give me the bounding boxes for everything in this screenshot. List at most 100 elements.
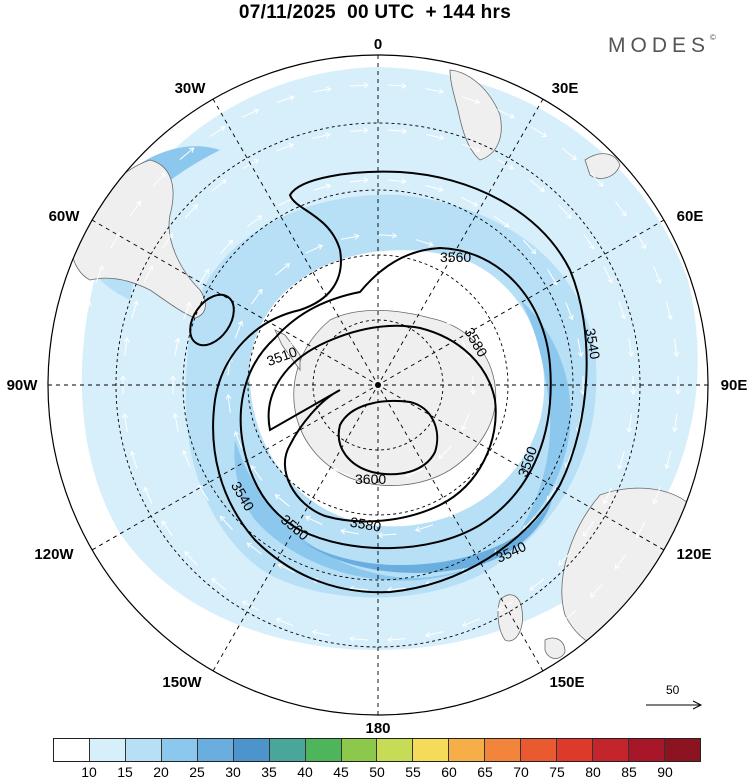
wind-arrow [172, 412, 179, 432]
wind-arrow [184, 204, 198, 219]
wind-arrow [438, 445, 452, 460]
contour-label: 3540 [582, 327, 603, 361]
colorbar-bin [233, 739, 270, 761]
wind-arrow [184, 551, 198, 566]
wind-arrow [179, 147, 195, 160]
colorbar-tick-label: 65 [477, 764, 493, 780]
lon-label-120w: 120W [34, 546, 74, 563]
wind-arrow [387, 83, 407, 89]
colorbar-bin [485, 739, 522, 761]
wind-arrow [589, 583, 604, 598]
colorbar-tick-label: 60 [441, 764, 457, 780]
lon-label-150w: 150W [162, 674, 202, 691]
wind-arrow [618, 301, 627, 320]
wind-arrow [183, 301, 192, 320]
wind-arrow [387, 178, 407, 185]
wind-arrow [94, 486, 103, 504]
colorbar-tick-label: 10 [81, 764, 97, 780]
wind-arrow [496, 652, 515, 662]
wind-arrow [312, 675, 331, 682]
lon-label-30w: 30W [175, 80, 207, 97]
wind-arrow [461, 197, 479, 207]
wind-arrow [565, 302, 574, 321]
wind-arrow [276, 142, 295, 152]
wind-arrow [303, 445, 318, 459]
wind-arrow [617, 451, 625, 470]
geopotential-contours [189, 170, 588, 594]
wind-arrow [84, 300, 92, 320]
colorbar-bin [341, 739, 378, 761]
reference-vector-label: 50 [666, 683, 680, 697]
wind-arrow [424, 677, 444, 684]
tasmania [544, 637, 566, 659]
wind-arrow [672, 413, 678, 433]
wind-arrow [241, 651, 259, 661]
wind-arrow [558, 204, 572, 219]
map-area [71, 67, 702, 688]
wind-arrow [636, 232, 646, 250]
wind-arrow [461, 412, 470, 431]
africa [449, 69, 502, 161]
colorbar-tick-label: 20 [153, 764, 169, 780]
wind-arrow [129, 450, 138, 469]
contour-label: 3510 [264, 343, 299, 369]
wind-arrow [603, 266, 613, 284]
colorbar-bin [664, 739, 700, 761]
wind-arrow [653, 266, 662, 284]
wind-arrow [590, 172, 604, 187]
colorbar-tick-label: 30 [225, 764, 241, 780]
wind-arrow [179, 609, 195, 623]
colorbar-bin [413, 739, 450, 761]
wind-arrow [241, 108, 260, 118]
wind-arrow [312, 86, 332, 93]
wind-arrow [305, 515, 323, 526]
reference-vector-arrow [646, 700, 703, 710]
wind-arrow [462, 143, 481, 153]
wind-arrow [425, 631, 444, 638]
wind-arrow [504, 304, 515, 322]
colorbar-bin [161, 739, 198, 761]
wind-arrow [250, 288, 263, 305]
wind-arrow [349, 681, 369, 687]
lon-label-30e: 30E [552, 80, 579, 97]
colorbar-tick-label: 15 [117, 764, 133, 780]
wind-arrow [405, 468, 423, 478]
lon-label-150e: 150E [549, 674, 584, 691]
colorbar-tick-label: 35 [261, 764, 277, 780]
wind-arrow [152, 172, 167, 187]
wind-arrow [388, 128, 407, 135]
wind-arrow [305, 244, 324, 254]
wind-arrow [246, 542, 262, 555]
longitude-labels: 0 180 90W 90E 30W 30E 60W 60E 120W 120E … [7, 36, 748, 737]
wind-arrow [234, 320, 244, 339]
lon-label-90w: 90W [7, 377, 39, 394]
wind-arrow [250, 465, 263, 481]
wind-arrow [143, 265, 154, 283]
wind-arrow [386, 681, 406, 688]
wind-arrow [208, 632, 226, 644]
new-zealand [497, 594, 523, 642]
contour-3600 [337, 399, 439, 476]
colorbar-bin [629, 739, 665, 761]
wind-arrow [425, 88, 444, 95]
wind-arrow [285, 412, 295, 430]
wind-arrow [332, 468, 351, 477]
wind-arrow [122, 413, 128, 432]
colorbar-bin [521, 739, 558, 761]
wind-arrow [461, 667, 480, 675]
wind-arrow [312, 132, 331, 139]
wind-arrow [614, 553, 627, 570]
wind-arrow [675, 376, 681, 395]
wind-arrow [225, 393, 232, 413]
wind-arrow [665, 301, 673, 321]
wind-arrow [378, 232, 398, 239]
wind-arrow [561, 610, 577, 623]
wind-arrow [673, 338, 680, 358]
wind-arrow [350, 177, 369, 184]
contour-3560 [239, 246, 552, 550]
wind-arrow [425, 184, 444, 193]
lon-label-90e: 90E [721, 377, 748, 394]
wind-arrow [583, 520, 595, 537]
wind-arrow [219, 515, 233, 531]
contour-3510 [189, 293, 235, 347]
